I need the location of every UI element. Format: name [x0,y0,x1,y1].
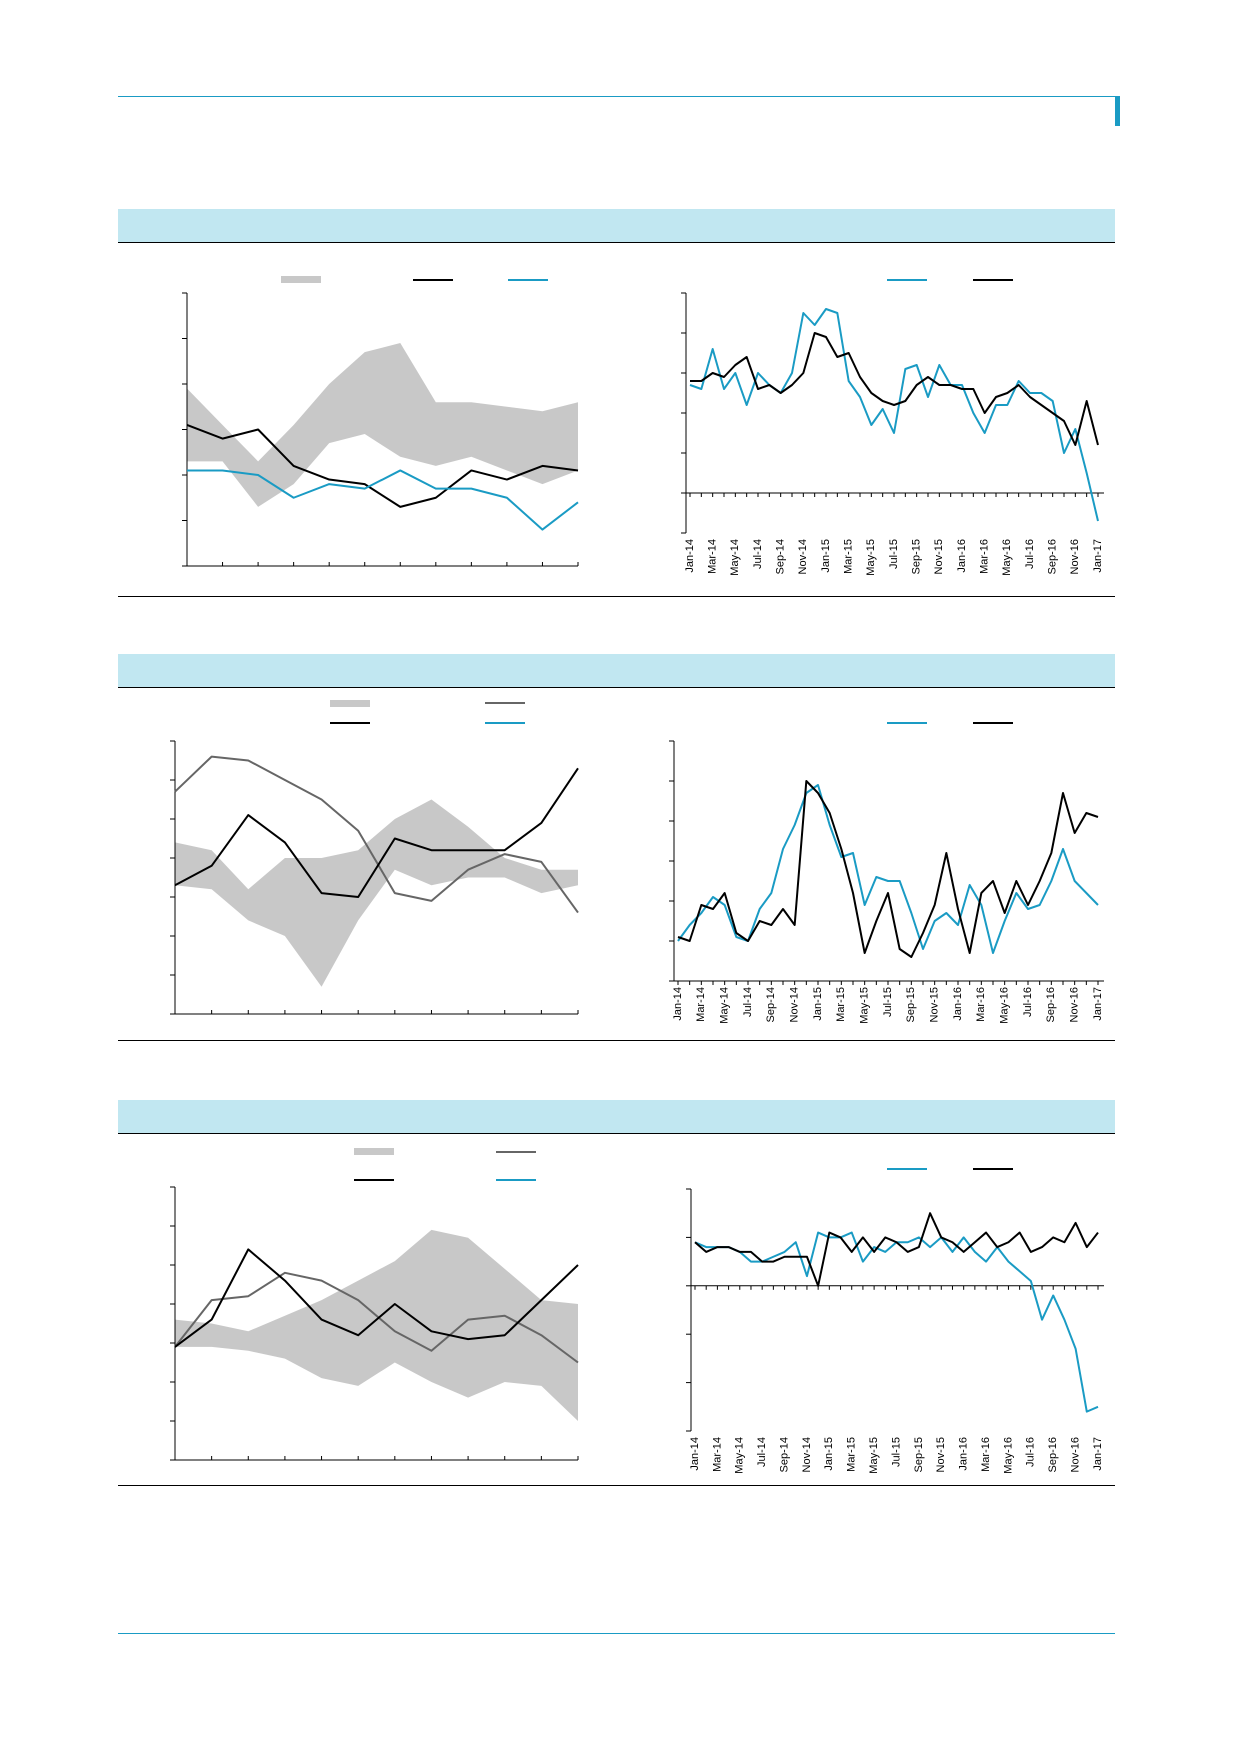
x-tick-label: Jul-15 [890,1437,902,1467]
x-tick-label: Nov-15 [935,1437,947,1472]
section-frames [118,209,1115,1486]
x-tick-label: Jul-14 [752,539,764,569]
x-tick-label: Mar-14 [695,987,707,1022]
x-tick-label: Nov-14 [797,539,809,574]
x-tick-label: May-14 [719,987,731,1024]
x-tick-label: Sep-16 [1045,987,1057,1022]
x-tick-label: Jan-16 [952,987,964,1021]
x-tick-label: Mar-15 [846,1437,858,1472]
series-line [174,1271,579,1364]
chart [170,740,579,1015]
x-tick-label: May-16 [1001,539,1013,576]
x-tick-label: Nov-14 [789,987,801,1022]
x-tick-label: Sep-14 [778,1437,790,1472]
series-line [677,780,1099,958]
x-tick-label: Jul-15 [888,539,900,569]
legend-swatch [281,276,321,283]
x-tick-label: Jan-15 [812,987,824,1021]
range-band [175,799,578,987]
x-tick-label: Jul-16 [1025,1437,1037,1467]
x-tick-label: Jan-17 [1092,987,1104,1021]
range-band [175,1229,578,1421]
x-tick-label: Jul-14 [742,987,754,1017]
x-tick-label: Mar-16 [975,987,987,1022]
series-line [689,308,1099,522]
x-tick-label: Nov-15 [933,539,945,574]
series-line [187,469,579,531]
x-tick-label: Jan-15 [820,539,832,573]
series-line [694,1212,1099,1287]
section-header [118,1100,1115,1133]
x-tick-label: Nov-16 [1069,987,1081,1022]
x-tick-label: Mar-16 [979,539,991,574]
series-line [186,424,579,508]
x-tick-label: Jan-17 [1092,1437,1104,1471]
x-tick-label: Jan-15 [823,1437,835,1471]
x-tick-label: Jan-14 [672,987,684,1021]
x-tick-label: Jan-14 [684,539,696,573]
legends [281,276,1013,1181]
top-marker [1115,96,1120,126]
x-tick-label: May-16 [1002,1437,1014,1474]
section-header [118,209,1115,242]
chart [182,292,579,567]
x-tick-label: Sep-14 [775,539,787,574]
x-tick-label: Jul-15 [882,987,894,1017]
x-tick-label: May-15 [868,1437,880,1474]
x-tick-label: Sep-15 [913,1437,925,1472]
x-tick-label: May-14 [729,539,741,576]
x-tick-label: Mar-14 [707,539,719,574]
x-tick-label: Nov-16 [1070,1437,1082,1472]
legend-swatch [330,700,370,707]
series-line [677,784,1099,954]
x-tick-label: Jan-17 [1092,539,1104,573]
x-tick-label: Nov-16 [1069,539,1081,574]
series-line [174,767,579,898]
chart: Jan-14 Mar-14 May-14 Jul-14 Sep-14 Nov-14 Jan-… [669,740,1104,1024]
series-line [694,1231,1099,1413]
x-tick-label: Sep-15 [911,539,923,574]
x-tick-label: Jan-16 [956,539,968,573]
x-tick-label: Jul-14 [756,1437,768,1467]
x-tick-label: Jul-16 [1022,987,1034,1017]
x-tick-label: Sep-15 [905,987,917,1022]
legend-swatch [354,1148,394,1155]
series-line [174,755,579,914]
x-tick-label: Mar-15 [843,539,855,574]
x-tick-label: Jul-16 [1024,539,1036,569]
x-tick-label: Mar-16 [980,1437,992,1472]
x-tick-label: May-15 [865,539,877,576]
x-tick-label: May-14 [734,1437,746,1474]
chart: Jan-14 Mar-14 May-14 Jul-14 Sep-14 Nov-14 Jan-… [686,1188,1104,1474]
chart [170,1186,579,1461]
x-tick-label: Nov-15 [929,987,941,1022]
x-tick-label: Jan-14 [689,1437,701,1471]
x-tick-label: Jan-16 [958,1437,970,1471]
section-header [118,654,1115,687]
x-tick-label: Mar-14 [711,1437,723,1472]
x-tick-label: Sep-14 [765,987,777,1022]
series-line [174,1248,579,1348]
series-line [690,332,1099,446]
chart: Jan-14 Mar-14 May-14 Jul-14 Sep-14 Nov-14 Jan-… [681,292,1104,576]
x-tick-label: Mar-15 [835,987,847,1022]
x-tick-label: Nov-14 [801,1437,813,1472]
x-tick-label: Sep-16 [1047,539,1059,574]
range-band [187,343,578,507]
x-tick-label: May-16 [999,987,1011,1024]
x-tick-label: May-15 [859,987,871,1024]
x-tick-label: Sep-16 [1047,1437,1059,1472]
